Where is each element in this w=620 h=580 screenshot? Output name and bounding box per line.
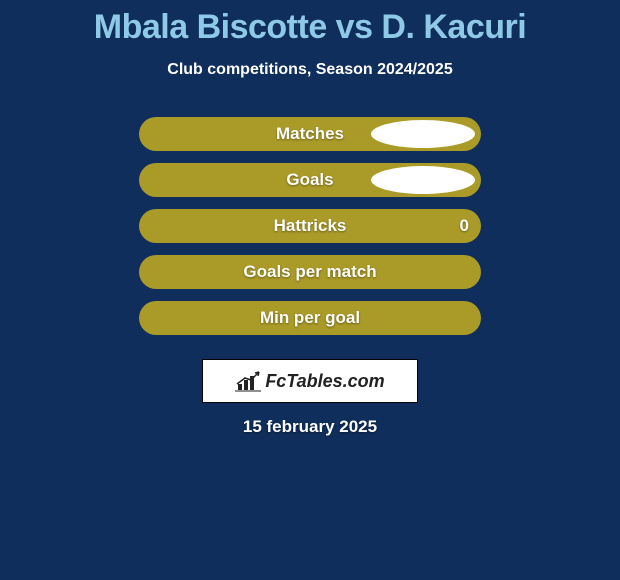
player-marker-right [371,166,475,194]
date-label: 15 february 2025 [243,417,377,437]
logo-text: FcTables.com [265,371,384,392]
stat-row: Hattricks 0 [139,209,481,243]
stats-list: Matches8 Goals0 Hattricks 0 Goals per match M… [139,117,481,347]
bar-chart-icon [235,370,261,392]
stat-bar: Hattricks 0 [139,209,481,243]
stat-row: Goals per match [139,255,481,289]
player-marker-right [371,120,475,148]
stat-bar: Goals per match [139,255,481,289]
page-title: Mbala Biscotte vs D. Kacuri [94,8,526,47]
site-logo[interactable]: FcTables.com [202,359,418,403]
stat-row: Matches8 [139,117,481,151]
subtitle: Club competitions, Season 2024/2025 [167,61,452,79]
stat-label: Goals per match [243,262,376,282]
stat-row: Goals0 [139,163,481,197]
stat-value: 0 [460,216,469,236]
stat-row: Min per goal [139,301,481,335]
stat-label: Matches [276,124,344,144]
logo-inner: FcTables.com [235,370,384,392]
stat-label: Goals [286,170,333,190]
stat-bar: Min per goal [139,301,481,335]
stat-label: Hattricks [274,216,347,236]
stat-label: Min per goal [260,308,360,328]
comparison-panel: Mbala Biscotte vs D. Kacuri Club competi… [0,0,620,437]
